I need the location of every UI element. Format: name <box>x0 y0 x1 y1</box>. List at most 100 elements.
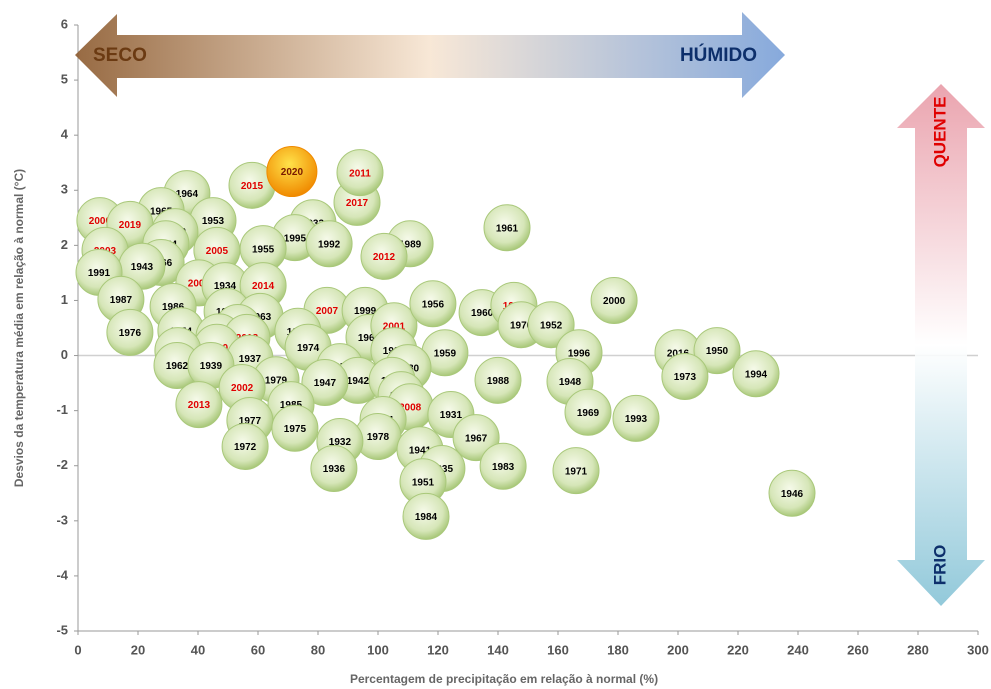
bubble-label: 2005 <box>206 246 229 257</box>
bubble-label: 1996 <box>568 348 591 359</box>
bubble-label: 1987 <box>110 295 133 306</box>
bubble <box>402 492 450 540</box>
bubble <box>612 394 660 442</box>
cold-label: FRIO <box>930 545 949 586</box>
bubble-label: 2002 <box>231 383 254 394</box>
bubble-label: 1955 <box>252 244 275 255</box>
x-tick-label: 20 <box>131 642 145 657</box>
y-tick-label: 4 <box>61 127 69 142</box>
bubble-label: 1964 <box>176 189 199 200</box>
bubble-label: 1973 <box>674 372 697 383</box>
bubble-label: 2013 <box>188 400 211 411</box>
y-tick-label: 1 <box>61 292 68 307</box>
x-tick-label: 0 <box>74 642 81 657</box>
bubble-label: 2015 <box>241 181 264 192</box>
bubble-label: 1971 <box>565 466 588 477</box>
bubble <box>552 447 600 495</box>
bubble-label: 1951 <box>412 477 435 488</box>
bubble-label: 2012 <box>373 252 396 263</box>
bubble-label: 1934 <box>214 281 237 292</box>
bubble <box>732 350 780 398</box>
bubble-label: 1946 <box>781 489 804 500</box>
bubble-label: 1943 <box>131 262 154 273</box>
y-tick-label: 6 <box>61 16 68 31</box>
bubble-label: 1976 <box>119 328 142 339</box>
bubble-label: 2014 <box>252 281 275 292</box>
bubble-label: 1993 <box>625 414 648 425</box>
bubble-label: 1991 <box>88 268 111 279</box>
bubble-label: 2000 <box>603 296 626 307</box>
bubble-label: 1968 <box>358 333 381 344</box>
bubble-label: 1967 <box>465 433 488 444</box>
bubble-label: 1941 <box>409 445 432 456</box>
bubble-label: 1977 <box>239 416 262 427</box>
bubble <box>409 280 457 328</box>
x-tick-label: 140 <box>487 642 509 657</box>
bubble-label: 1978 <box>367 432 390 443</box>
bubble-label: 1948 <box>559 377 582 388</box>
y-tick-label: -1 <box>56 402 68 417</box>
dry-label: SECO <box>93 45 147 66</box>
dry-wet-arrow <box>75 12 785 98</box>
bubble <box>479 442 527 490</box>
bubble-label: 1960 <box>471 308 494 319</box>
bubble-label: 1984 <box>415 512 438 523</box>
bubble-label: 1931 <box>440 410 463 421</box>
bubble-label: 1932 <box>329 437 352 448</box>
y-tick-label: 2 <box>61 237 68 252</box>
bubble-label: 1999 <box>354 306 377 317</box>
bubble <box>590 276 638 324</box>
bubble-label: 2008 <box>399 402 422 413</box>
bubble <box>221 422 269 470</box>
bubble-label: 2017 <box>346 198 369 209</box>
y-tick-label: -5 <box>56 622 68 637</box>
bubble <box>474 356 522 404</box>
bubble-label: 1939 <box>200 361 223 372</box>
bubble-label: 1979 <box>265 375 288 386</box>
x-tick-label: 60 <box>251 642 265 657</box>
bubble-label: 2011 <box>349 168 371 179</box>
x-tick-label: 260 <box>847 642 869 657</box>
bubble-label: 1952 <box>540 320 563 331</box>
bubble <box>360 232 408 280</box>
bubble-label: 1988 <box>487 376 510 387</box>
y-axis-title: Desvios da temperatura média em relação … <box>12 169 26 487</box>
x-tick-label: 220 <box>727 642 749 657</box>
bubble <box>175 381 223 429</box>
bubble <box>768 469 816 517</box>
bubble-label: 1961 <box>496 223 519 234</box>
bubble-label: 1986 <box>162 302 185 313</box>
bubble-label: 1963 <box>249 312 272 323</box>
bubble <box>661 352 709 400</box>
bubble-label: 1950 <box>706 346 729 357</box>
bubble <box>301 359 349 407</box>
bubble-label: 1953 <box>202 216 225 227</box>
bubble <box>305 220 353 268</box>
bubble-label: 1989 <box>399 239 422 250</box>
bubble-label: 2020 <box>281 167 304 178</box>
bubble <box>336 149 384 197</box>
bubble <box>483 204 531 252</box>
x-tick-label: 120 <box>427 642 449 657</box>
bubble-label: 1992 <box>318 239 341 250</box>
x-tick-label: 240 <box>787 642 809 657</box>
x-tick-label: 180 <box>607 642 629 657</box>
bubble-label: 1970 <box>510 320 533 331</box>
bubble-label: 1975 <box>284 424 307 435</box>
bubble <box>564 388 612 436</box>
bubble-label: 1994 <box>745 369 768 380</box>
bubble-label: 1962 <box>166 361 189 372</box>
bubble <box>271 404 319 452</box>
x-tick-label: 300 <box>967 642 989 657</box>
bubble-label: 1936 <box>323 464 346 475</box>
bubble <box>310 444 358 492</box>
hot-label: QUENTE <box>930 97 949 168</box>
bubble-label: 2007 <box>316 306 339 317</box>
bubble-label: 1947 <box>314 378 337 389</box>
y-tick-label: -4 <box>56 567 68 582</box>
bubble-label: 1972 <box>234 442 257 453</box>
x-axis-title: Percentagem de precipitação em relação à… <box>350 672 658 686</box>
bubble-label: 1956 <box>422 299 445 310</box>
